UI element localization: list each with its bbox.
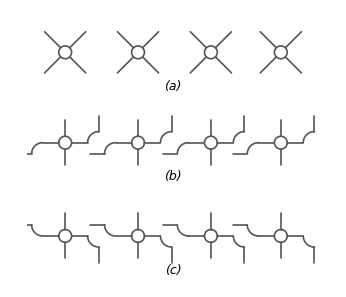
- Text: (a): (a): [164, 80, 182, 93]
- Text: (b): (b): [164, 170, 182, 183]
- Text: (c): (c): [165, 264, 181, 277]
